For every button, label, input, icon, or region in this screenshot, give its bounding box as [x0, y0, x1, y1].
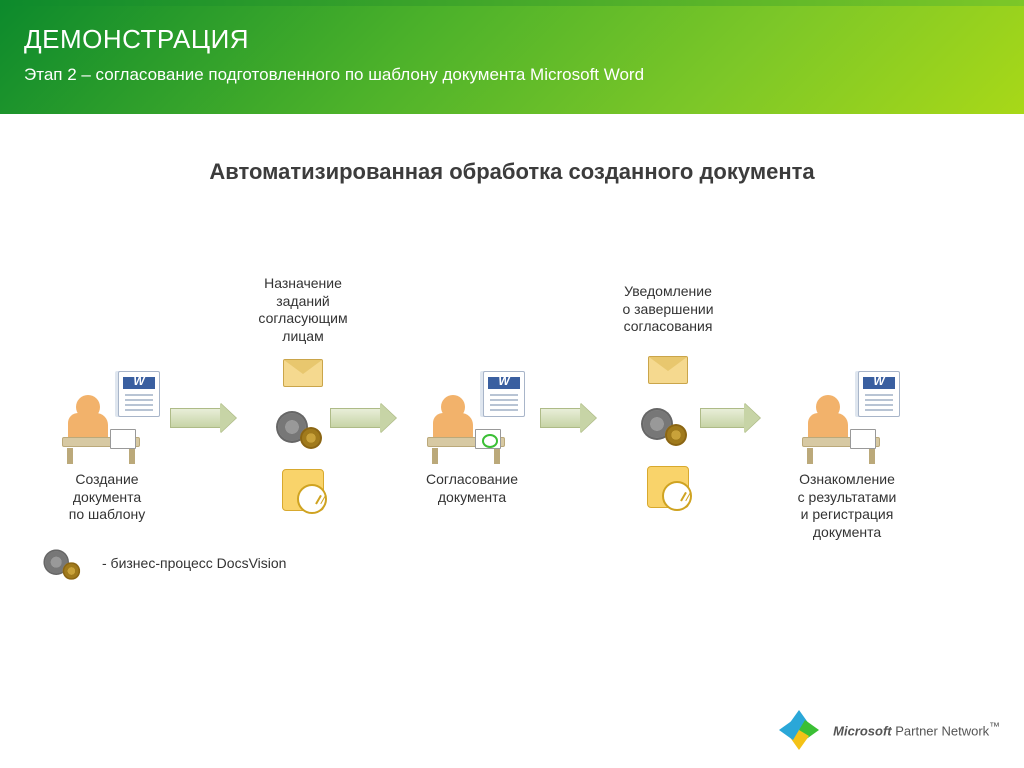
node-create-doc: Созданиедокументапо шаблону: [42, 375, 172, 524]
header: ДЕМОНСТРАЦИЯ Этап 2 – согласование подго…: [0, 6, 1024, 114]
footer: Microsoft Partner Network™: [775, 706, 1000, 754]
node-assign-tasks: Назначениезаданийсогласующимлицам: [238, 275, 368, 463]
partner-network-icon: [775, 706, 823, 754]
node-approval: Согласованиедокумента: [402, 375, 542, 506]
clock-icon: [282, 469, 324, 511]
brand-suffix: Partner Network: [892, 724, 990, 739]
node-notify: Уведомлениео завершениисогласования: [598, 283, 738, 460]
gears-icon: [641, 400, 695, 450]
section-title: Автоматизированная обработка созданного …: [0, 159, 1024, 185]
header-subtitle: Этап 2 – согласование подготовленного по…: [24, 65, 1000, 85]
legend: - бизнес-процесс DocsVision: [38, 538, 286, 588]
word-doc-icon: [858, 371, 900, 417]
envelope-icon: [283, 359, 323, 387]
brand-name: Microsoft: [833, 724, 892, 739]
node-caption: Согласованиедокумента: [426, 471, 518, 506]
arrow-icon: [540, 403, 596, 433]
gears-icon: [43, 543, 86, 583]
node-caption: Созданиедокументапо шаблону: [69, 471, 146, 524]
footer-brand-text: Microsoft Partner Network™: [833, 721, 1000, 738]
arrow-icon: [330, 403, 396, 433]
node-review-register: Ознакомлениес результатамии регистрацияд…: [762, 375, 932, 541]
person-word-icon: [62, 375, 152, 465]
word-doc-icon: [118, 371, 160, 417]
header-title: ДЕМОНСТРАЦИЯ: [24, 24, 1000, 55]
legend-text: - бизнес-процесс DocsVision: [102, 555, 286, 571]
arrow-icon: [170, 403, 236, 433]
person-word-icon: [802, 375, 892, 465]
node-caption: Назначениезаданийсогласующимлицам: [258, 275, 347, 345]
person-word-check-icon: [427, 375, 517, 465]
brand-tm: ™: [989, 721, 1000, 733]
node-caption: Ознакомлениес результатамии регистрацияд…: [798, 471, 897, 541]
clock-icon: [647, 466, 689, 508]
gears-icon: [276, 403, 330, 453]
node-caption: Уведомлениео завершениисогласования: [622, 283, 713, 336]
arrow-icon: [700, 403, 760, 433]
word-doc-icon: [483, 371, 525, 417]
envelope-icon: [648, 356, 688, 384]
